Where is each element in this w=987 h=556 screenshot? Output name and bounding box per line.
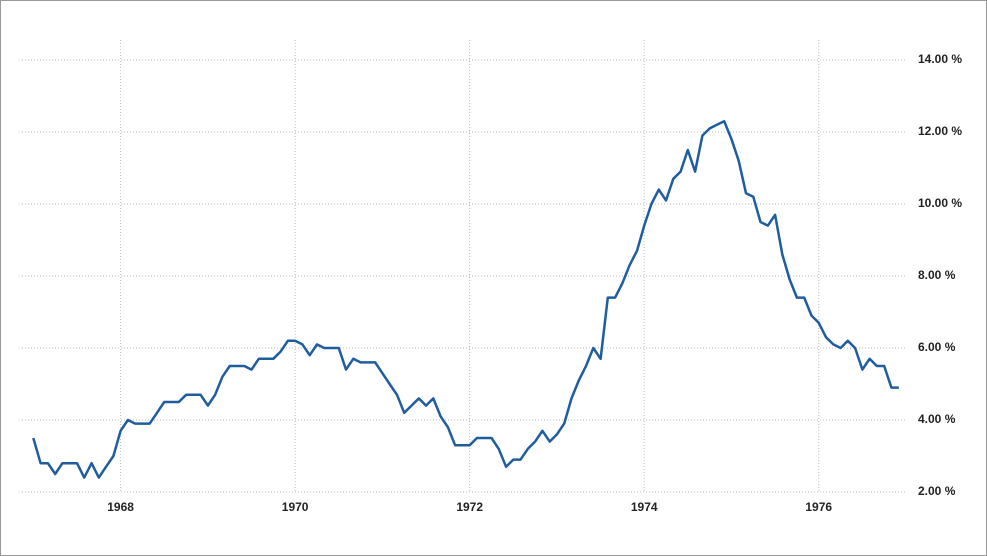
y-tick-label: 8.00 % [918,268,956,282]
data-line [32,119,899,479]
x-tick-label: 1974 [631,500,658,514]
x-tick-label: 1976 [805,500,832,514]
x-tick-label: 1970 [282,500,309,514]
x-tick-label: 1968 [107,500,134,514]
y-tick-label: 12.00 % [918,124,962,138]
y-tick-label: 14.00 % [918,52,962,66]
y-tick-label: 4.00 % [918,412,956,426]
y-tick-label: 10.00 % [918,196,962,210]
y-tick-label: 2.00 % [918,484,956,498]
x-tick-label: 1972 [456,500,483,514]
y-tick-label: 6.00 % [918,340,956,354]
